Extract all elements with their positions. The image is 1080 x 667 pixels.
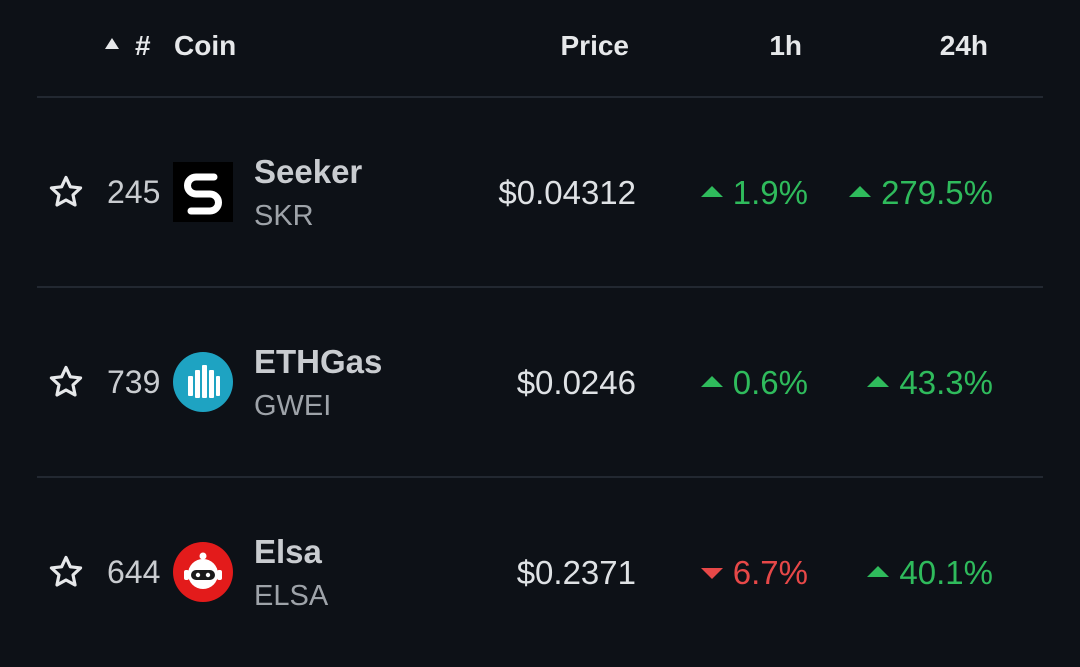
price-column-header[interactable]: Price: [560, 30, 630, 61]
change-24h: 279.5%: [849, 174, 993, 212]
seeker-logo-icon: [173, 162, 233, 222]
rank-number: 245: [107, 174, 161, 210]
divider: [37, 286, 1043, 288]
caret-up-icon: [700, 185, 723, 197]
change-24h: 40.1%: [867, 554, 993, 592]
divider: [37, 96, 1043, 98]
coin-symbol: ELSA: [254, 580, 329, 612]
star-icon[interactable]: [47, 553, 85, 591]
star-icon[interactable]: [47, 363, 85, 401]
1h-column-header[interactable]: 1h: [769, 30, 802, 61]
rank-column-header[interactable]: #: [135, 30, 151, 61]
table-row[interactable]: 245 Seeker SKR $0.04312 1.9% 279.5%: [0, 97, 1080, 287]
rank-number: 739: [107, 364, 161, 400]
coin-price: $0.2371: [516, 554, 636, 591]
ethgas-logo-icon: [173, 352, 233, 412]
change-1h: 0.6%: [700, 364, 808, 402]
caret-up-icon: [867, 565, 890, 577]
table-row[interactable]: 739 ETHGas GWEI $0.0246 0.6% 43.3%: [0, 287, 1080, 477]
caret-up-icon: [867, 375, 890, 387]
coin-name[interactable]: ETHGas: [254, 343, 383, 380]
star-icon[interactable]: [47, 173, 85, 211]
change-1h: 6.7%: [700, 554, 808, 592]
caret-up-icon: [849, 185, 872, 197]
coin-price: $0.0246: [516, 364, 636, 401]
coin-column-header[interactable]: Coin: [174, 30, 237, 61]
change-1h: 1.9%: [700, 174, 808, 212]
coin-symbol: GWEI: [254, 390, 332, 422]
sort-ascending-icon[interactable]: [105, 38, 119, 49]
coin-name[interactable]: Elsa: [254, 533, 322, 570]
divider: [37, 476, 1043, 478]
table-header: # Coin Price 1h 24h: [0, 0, 1080, 97]
rank-number: 644: [107, 554, 161, 590]
caret-down-icon: [700, 567, 723, 579]
coin-symbol: SKR: [254, 200, 314, 232]
caret-up-icon: [700, 375, 723, 387]
coin-price: $0.04312: [498, 174, 636, 211]
table-row[interactable]: 644 Elsa ELSA $0.2371 6.7% 40.1%: [0, 477, 1080, 667]
coin-name[interactable]: Seeker: [254, 153, 363, 190]
change-24h: 43.3%: [867, 364, 993, 402]
elsa-logo-icon: [173, 542, 233, 602]
24h-column-header[interactable]: 24h: [939, 30, 988, 61]
